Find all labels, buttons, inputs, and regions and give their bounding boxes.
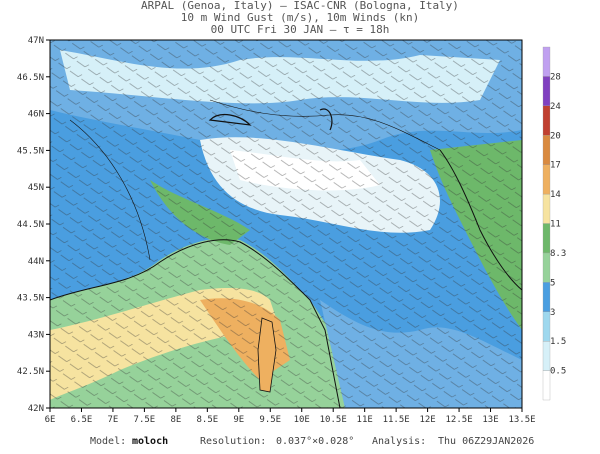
colorbar-swatch <box>542 252 551 283</box>
lon-label: 12.5E <box>446 415 473 425</box>
colorbar-label: 1.5 <box>550 337 566 347</box>
lon-label: 7.5E <box>134 415 156 425</box>
colorbar-label: 14 <box>550 190 561 200</box>
lon-label: 11.5E <box>383 415 410 425</box>
colorbar-label: 3 <box>550 308 555 318</box>
lat-label: 44N <box>28 257 44 267</box>
lat-label: 46N <box>28 110 44 120</box>
colorbar: 0.5 1.5 3 5 8.3 11 14 17 20 24 28 <box>542 46 566 401</box>
map-field <box>50 40 522 408</box>
colorbar-swatch <box>542 46 551 77</box>
lon-label: 9E <box>233 415 244 425</box>
lat-label: 42N <box>28 404 44 414</box>
title-line: 00 UTC Fri 30 JAN – τ = 18h <box>211 23 390 36</box>
lat-label: 45.5N <box>17 146 44 156</box>
lon-label: 10E <box>294 415 310 425</box>
colorbar-swatch <box>542 311 551 342</box>
colorbar-label: 11 <box>550 220 561 230</box>
colorbar-label: 5 <box>550 278 555 288</box>
lon-label: 12E <box>419 415 435 425</box>
colorbar-swatch <box>542 105 551 136</box>
lon-label: 13E <box>482 415 498 425</box>
lat-label: 44.5N <box>17 220 44 230</box>
lon-label: 10.5E <box>320 415 347 425</box>
lat-label: 45N <box>28 183 44 193</box>
lon-label: 8E <box>170 415 181 425</box>
lat-label: 43N <box>28 330 44 340</box>
lon-label: 6.5E <box>71 415 93 425</box>
lon-label: 6E <box>45 415 56 425</box>
lon-label: 13.5E <box>508 415 535 425</box>
footer-value: moloch <box>132 436 168 447</box>
footer-value: 0.037°×0.028° <box>276 436 354 447</box>
colorbar-swatch <box>542 370 551 401</box>
footer-label: Analysis: <box>372 436 426 447</box>
colorbar-label: 17 <box>550 161 561 171</box>
lon-label: 9.5E <box>259 415 281 425</box>
title-line: ARPAL (Genoa, Italy) – ISAC-CNR (Bologna… <box>141 0 459 12</box>
footer-value: Thu 06Z29JAN2026 <box>438 436 534 447</box>
colorbar-swatch <box>542 282 551 312</box>
colorbar-label: 0.5 <box>550 367 566 377</box>
footer-label: Model: <box>90 436 126 447</box>
colorbar-label: 28 <box>550 72 561 82</box>
lat-label: 46.5N <box>17 73 44 83</box>
colorbar-swatch <box>542 76 551 106</box>
colorbar-label: 20 <box>550 131 561 141</box>
lon-label: 11E <box>357 415 373 425</box>
colorbar-swatch <box>542 223 551 254</box>
title-line: 10 m Wind Gust (m/s), 10m Winds (kn) <box>181 11 419 24</box>
colorbar-swatch <box>542 135 551 165</box>
colorbar-label: 24 <box>550 102 561 112</box>
lat-label: 47N <box>28 36 44 46</box>
colorbar-label: 8.3 <box>550 249 566 259</box>
lat-label: 43.5N <box>17 294 44 304</box>
lon-label: 7E <box>108 415 119 425</box>
lat-label: 42.5N <box>17 367 44 377</box>
colorbar-swatch <box>542 164 551 195</box>
lon-label: 8.5E <box>196 415 218 425</box>
colorbar-swatch <box>542 193 551 224</box>
footer-label: Resolution: <box>200 436 266 447</box>
colorbar-swatch <box>542 341 551 371</box>
